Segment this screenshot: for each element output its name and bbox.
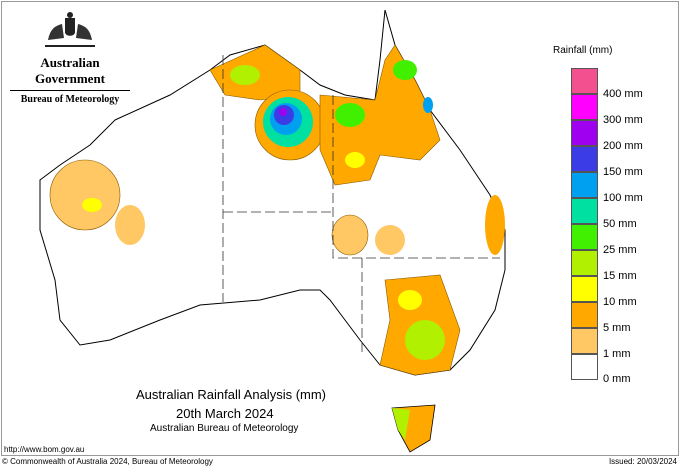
legend-swatch-100 [571,172,598,198]
legend-swatch-150 [571,146,598,172]
legend-label: 200 mm [603,140,643,152]
legend-label: 300 mm [603,114,643,126]
bureau-name: Bureau of Meteorology [10,90,130,105]
map-title: Australian Rainfall Analysis (mm) [136,387,327,402]
legend-swatch-25 [571,224,598,250]
legend-label: 100 mm [603,192,643,204]
legend-title: Rainfall (mm) [553,45,613,56]
legend-label: 15 mm [603,270,637,282]
map-frame [1,1,679,456]
legend-swatch-1 [571,328,598,354]
legend-swatch-300 [571,94,598,120]
legend-label: 0 mm [603,373,631,385]
legend-label: 50 mm [603,218,637,230]
legend-swatch-200 [571,120,598,146]
legend-label: 5 mm [603,322,631,334]
legend-swatch-0 [571,354,598,380]
government-name: Australian Government [34,55,106,86]
legend-swatch-10 [571,276,598,302]
rain-areas [49,44,505,376]
legend-swatch-5 [571,302,598,328]
government-logo: Australian Government Bureau of Meteorol… [10,10,130,105]
legend-swatch-15 [571,250,598,276]
legend-label: 150 mm [603,166,643,178]
issued-date: Issued: 20/03/2024 [608,457,677,466]
legend-label: 25 mm [603,244,637,256]
map-source: Australian Bureau of Meteorology [150,423,299,434]
website-link[interactable]: http://www.bom.gov.au [4,445,85,454]
legend-label: 400 mm [603,88,643,100]
state-borders [222,55,500,355]
legend-label: 10 mm [603,296,637,308]
legend-swatch-50 [571,198,598,224]
map-date: 20th March 2024 [176,406,274,421]
legend-swatch-400plus [571,68,598,94]
copyright: © Commonwealth of Australia 2024, Bureau… [2,457,213,466]
coat-of-arms-icon [45,12,95,47]
legend-label: 1 mm [603,348,631,360]
